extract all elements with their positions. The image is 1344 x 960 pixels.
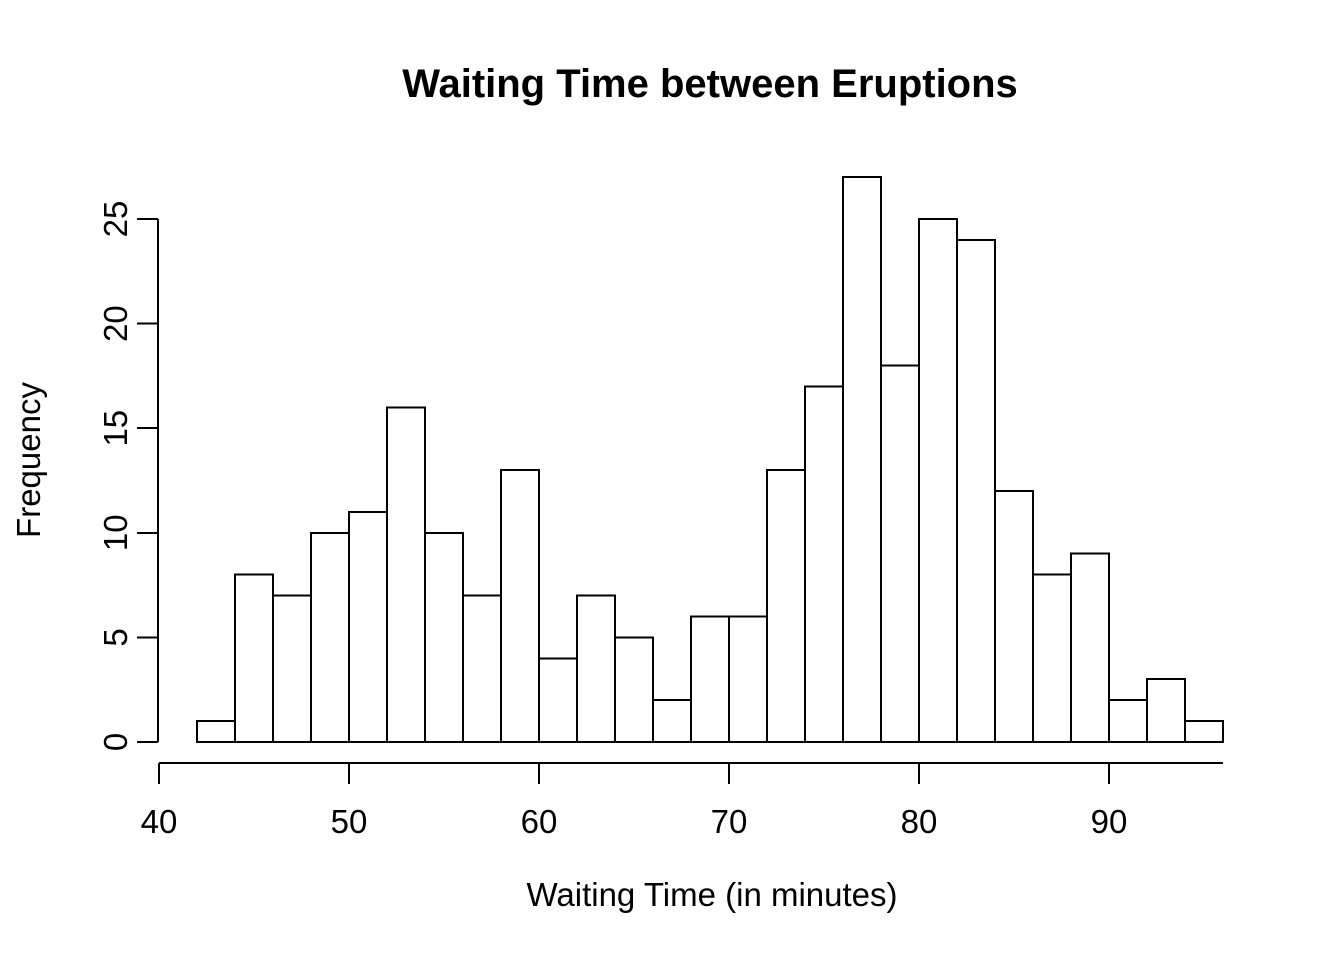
y-axis: 0 5 10 15 20 25 <box>97 201 159 751</box>
x-axis: 40 50 60 70 80 90 <box>141 762 1223 840</box>
histogram-bar <box>234 573 274 744</box>
x-axis-tick-label: 50 <box>331 803 368 840</box>
histogram-bar <box>1032 573 1072 744</box>
histogram-bar <box>196 720 236 744</box>
histogram-bar <box>956 238 996 743</box>
histogram-bar <box>804 385 844 743</box>
x-axis-tick-label: 70 <box>711 803 748 840</box>
y-axis-label: Frequency <box>10 382 47 538</box>
histogram-bar <box>538 657 578 744</box>
histogram-bar <box>462 594 502 743</box>
y-axis-tick-label: 5 <box>97 628 134 646</box>
histogram-bar <box>652 699 692 743</box>
histogram-bar <box>880 364 920 743</box>
histogram-bar <box>272 594 312 743</box>
x-axis-tick-label: 60 <box>521 803 558 840</box>
histogram-bar <box>614 636 654 744</box>
histogram-bar <box>728 615 768 743</box>
y-axis-tick-label: 15 <box>97 410 134 447</box>
histogram-bar <box>1146 678 1186 743</box>
histogram-bar <box>1070 552 1110 743</box>
x-axis-tick-label: 90 <box>1091 803 1128 840</box>
histogram-bar <box>766 469 806 743</box>
chart-title: Waiting Time between Eruptions <box>402 62 1018 106</box>
histogram-bar <box>500 469 540 743</box>
histogram-bar <box>918 218 958 743</box>
x-axis-tick-label: 80 <box>901 803 938 840</box>
y-axis-tick-label: 25 <box>97 201 134 238</box>
histogram-bar <box>690 615 730 743</box>
bars-group <box>196 176 1224 744</box>
histogram-bar <box>386 406 426 743</box>
histogram-bar <box>1108 699 1148 743</box>
histogram-bar <box>576 594 616 743</box>
y-axis-tick-label: 20 <box>97 305 134 342</box>
histogram-bar <box>842 176 882 744</box>
y-axis-tick-label: 0 <box>97 733 134 751</box>
histogram-bar <box>348 510 388 743</box>
histogram-bar <box>1184 720 1224 744</box>
histogram-bar <box>310 531 350 743</box>
x-axis-tick-label: 40 <box>141 803 178 840</box>
histogram-bar <box>424 531 464 743</box>
y-axis-tick-label: 10 <box>97 514 134 551</box>
histogram-bar <box>994 489 1034 743</box>
x-axis-label: Waiting Time (in minutes) <box>526 876 897 913</box>
